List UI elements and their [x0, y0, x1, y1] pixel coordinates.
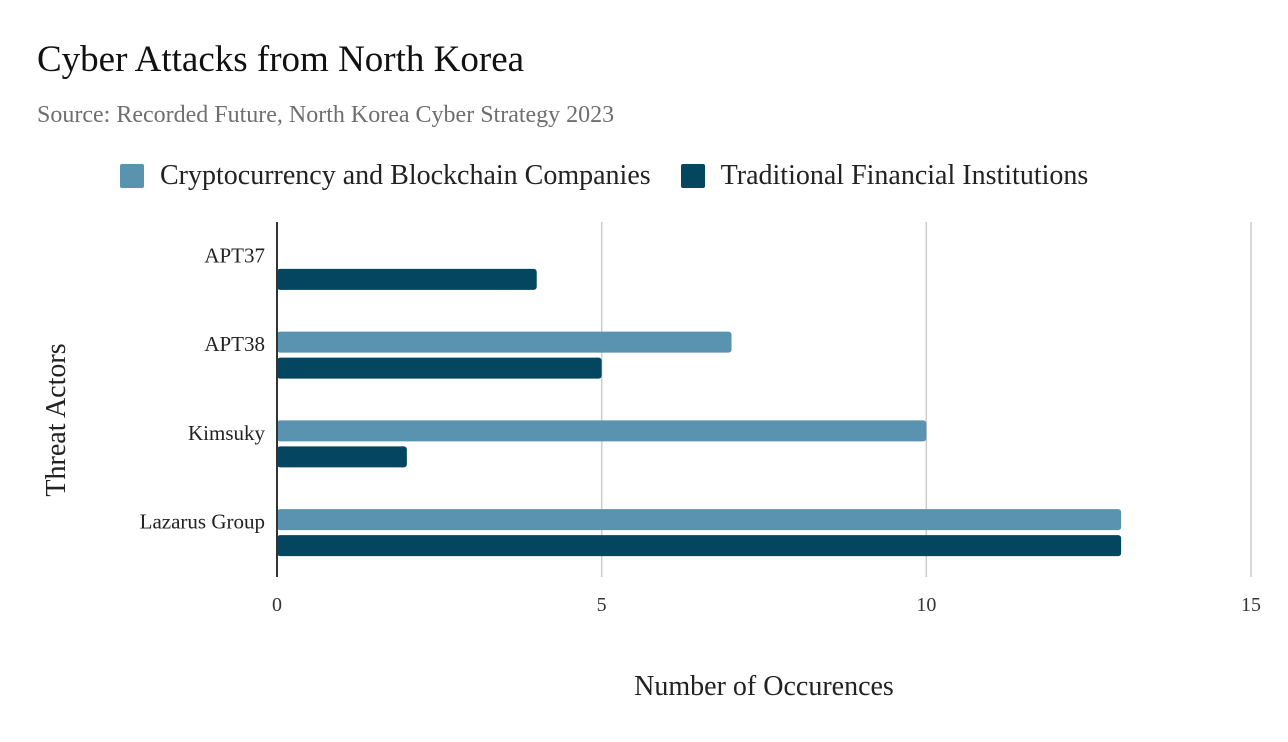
- legend-label-traditional: Traditional Financial Institutions: [720, 160, 1089, 191]
- legend-swatch-crypto: [120, 164, 144, 188]
- legend-swatch-traditional: [680, 164, 705, 188]
- chart-subtitle: Source: Recorded Future, North Korea Cyb…: [37, 102, 615, 128]
- legend-item-crypto[interactable]: Cryptocurrency and Blockchain Companies: [120, 160, 651, 192]
- chart-legend: Cryptocurrency and Blockchain Companies …: [120, 160, 1118, 192]
- bar-apt37-series-1: [277, 268, 537, 290]
- x-tick-label-5: 5: [597, 594, 607, 616]
- bar-apt38-series-1: [277, 357, 602, 379]
- y-axis-title: Threat Actors: [41, 343, 72, 496]
- y-tick-label-apt37: APT37: [204, 243, 265, 267]
- legend-item-traditional[interactable]: Traditional Financial Institutions: [680, 160, 1089, 192]
- legend-label-crypto: Cryptocurrency and Blockchain Companies: [160, 160, 651, 191]
- bar-lazarus-group-series-0: [277, 509, 1122, 531]
- x-tick-label-10: 10: [916, 594, 936, 616]
- y-tick-label-lazarus-group: Lazarus Group: [140, 510, 265, 534]
- bar-lazarus-group-series-1: [277, 535, 1122, 557]
- x-axis-title: Number of Occurences: [634, 671, 894, 702]
- bar-kimsuky-series-1: [277, 446, 407, 468]
- x-tick-label-15: 15: [1241, 594, 1261, 616]
- y-tick-label-apt38: APT38: [204, 332, 265, 356]
- chart-title: Cyber Attacks from North Korea: [37, 39, 525, 80]
- y-tick-label-kimsuky: Kimsuky: [188, 421, 266, 445]
- bar-kimsuky-series-0: [277, 420, 927, 442]
- bar-apt38-series-0: [277, 331, 732, 353]
- x-tick-label-0: 0: [272, 594, 282, 616]
